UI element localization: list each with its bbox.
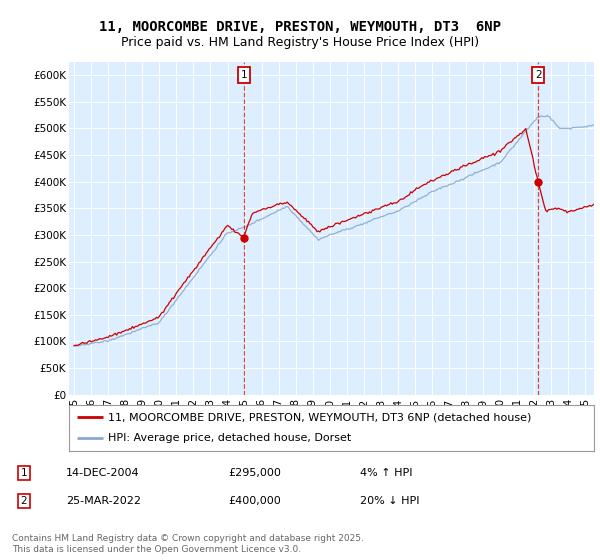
Text: 20% ↓ HPI: 20% ↓ HPI [360,496,419,506]
Text: Price paid vs. HM Land Registry's House Price Index (HPI): Price paid vs. HM Land Registry's House … [121,36,479,49]
Text: £295,000: £295,000 [228,468,281,478]
Text: 11, MOORCOMBE DRIVE, PRESTON, WEYMOUTH, DT3  6NP: 11, MOORCOMBE DRIVE, PRESTON, WEYMOUTH, … [99,20,501,34]
Text: Contains HM Land Registry data © Crown copyright and database right 2025.
This d: Contains HM Land Registry data © Crown c… [12,534,364,554]
Text: 1: 1 [241,70,247,80]
Text: 25-MAR-2022: 25-MAR-2022 [66,496,141,506]
Text: 14-DEC-2004: 14-DEC-2004 [66,468,140,478]
Text: 11, MOORCOMBE DRIVE, PRESTON, WEYMOUTH, DT3 6NP (detached house): 11, MOORCOMBE DRIVE, PRESTON, WEYMOUTH, … [109,412,532,422]
Text: £400,000: £400,000 [228,496,281,506]
Text: 1: 1 [20,468,28,478]
Text: 2: 2 [535,70,542,80]
Text: 4% ↑ HPI: 4% ↑ HPI [360,468,413,478]
Text: 2: 2 [20,496,28,506]
Text: HPI: Average price, detached house, Dorset: HPI: Average price, detached house, Dors… [109,433,352,444]
